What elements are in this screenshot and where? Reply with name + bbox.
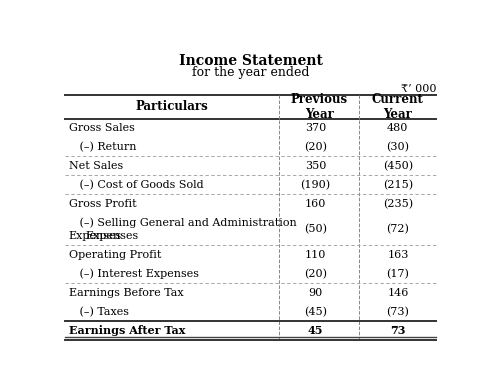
Text: ₹’ 000: ₹’ 000 <box>400 84 435 94</box>
Text: Gross Sales: Gross Sales <box>68 123 134 133</box>
Text: 163: 163 <box>386 250 407 260</box>
Text: Particulars: Particulars <box>135 100 208 113</box>
Text: (215): (215) <box>382 180 412 190</box>
Text: (–) Selling General and Administration: (–) Selling General and Administration <box>68 217 296 228</box>
Text: (73): (73) <box>386 307 408 317</box>
Text: for the year ended: for the year ended <box>191 66 309 79</box>
Text: Current
Year: Current Year <box>371 93 423 121</box>
Text: (20): (20) <box>304 142 326 152</box>
Text: Previous
Year: Previous Year <box>290 93 347 121</box>
Text: Expenses: Expenses <box>85 231 139 242</box>
Text: 480: 480 <box>386 123 407 133</box>
Text: (17): (17) <box>386 269 408 279</box>
Text: (–) Return: (–) Return <box>68 142 136 152</box>
Text: Operating Profit: Operating Profit <box>68 250 161 260</box>
Text: Net Sales: Net Sales <box>68 161 122 171</box>
Text: (450): (450) <box>382 161 412 171</box>
Text: (50): (50) <box>304 224 326 235</box>
Text: (–) Cost of Goods Sold: (–) Cost of Goods Sold <box>68 180 203 190</box>
Text: Expenses: Expenses <box>68 231 122 242</box>
Text: 110: 110 <box>304 250 325 260</box>
Text: 146: 146 <box>386 288 407 298</box>
Text: 45: 45 <box>307 325 323 336</box>
Text: (45): (45) <box>304 307 326 317</box>
Text: 350: 350 <box>304 161 325 171</box>
Text: 160: 160 <box>304 199 325 209</box>
Text: (–) Interest Expenses: (–) Interest Expenses <box>68 269 198 279</box>
Text: Gross Profit: Gross Profit <box>68 199 136 209</box>
Text: (235): (235) <box>382 199 412 209</box>
Text: Earnings Before Tax: Earnings Before Tax <box>68 288 183 298</box>
Text: Income Statement: Income Statement <box>178 54 322 68</box>
Text: Earnings After Tax: Earnings After Tax <box>68 325 184 336</box>
Text: (30): (30) <box>386 142 408 152</box>
Text: (20): (20) <box>304 269 326 279</box>
Text: 73: 73 <box>389 325 405 336</box>
Text: (–) Taxes: (–) Taxes <box>68 307 128 317</box>
Text: 90: 90 <box>307 288 322 298</box>
Text: (190): (190) <box>300 180 330 190</box>
Text: 370: 370 <box>304 123 325 133</box>
Text: (72): (72) <box>386 224 408 235</box>
